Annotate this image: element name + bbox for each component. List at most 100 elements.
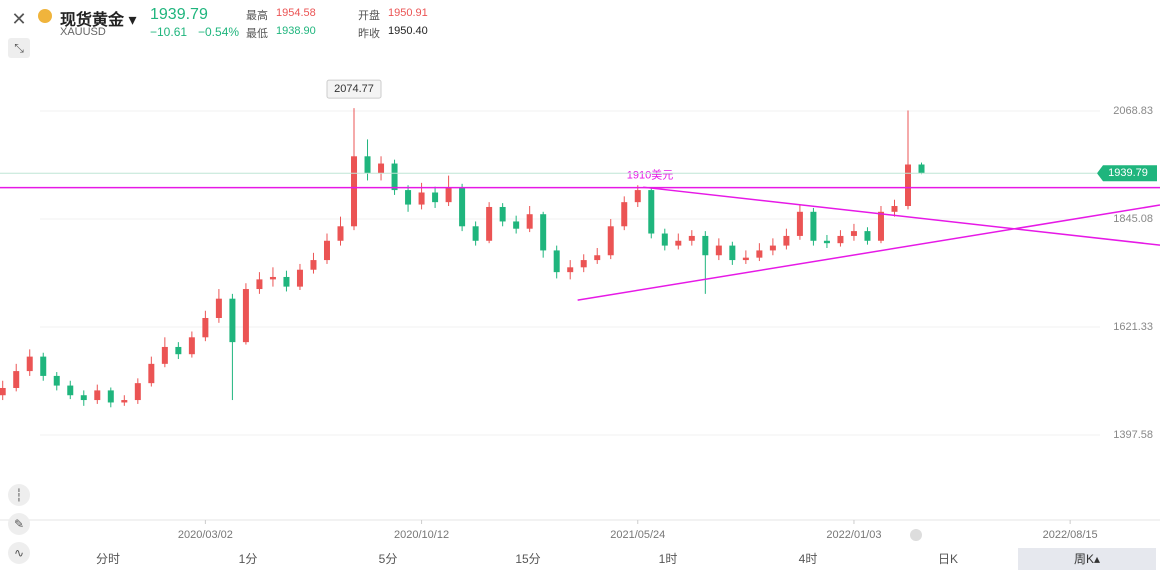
close-button[interactable]: ✕ <box>11 9 27 29</box>
candle-body <box>283 276 290 287</box>
candle-body <box>175 346 182 355</box>
price-tag-bg <box>1097 165 1157 182</box>
candle-body <box>486 206 493 241</box>
candle-body <box>202 317 209 338</box>
tab[interactable]: 分时 <box>95 552 120 566</box>
candle-body <box>67 385 74 396</box>
name: 现货黄金 <box>60 12 125 29</box>
candle-body <box>715 245 722 256</box>
candle-body <box>594 255 601 261</box>
plot-background <box>0 0 1160 545</box>
candle-body <box>405 190 412 205</box>
gold-icon <box>38 9 52 23</box>
tab[interactable]: 1分 <box>238 552 258 566</box>
candle-body <box>864 231 871 241</box>
candle-body <box>121 400 128 403</box>
tab-selected[interactable]: 周K▴ <box>1018 548 1156 570</box>
candle-body <box>188 337 195 355</box>
candle-body <box>459 187 466 227</box>
tab[interactable]: 4时 <box>798 552 818 566</box>
candle-body <box>269 276 276 280</box>
candle-body <box>688 235 695 241</box>
y-tick-label: 1621.33 <box>1113 321 1153 333</box>
candle-body <box>918 164 925 174</box>
trendline <box>643 186 1160 246</box>
y-tick-label: 2068.83 <box>1113 105 1153 117</box>
tab[interactable]: 日K <box>937 552 958 566</box>
stat-value: 1950.91 <box>388 7 428 19</box>
support-label: 1910美元 <box>627 169 673 182</box>
tab[interactable]: 15分 <box>515 552 541 566</box>
candle-body <box>783 235 790 246</box>
scroll-dot <box>910 529 922 541</box>
change: −10.61 <box>150 25 188 39</box>
indicator-tool[interactable]: ∿ <box>8 542 30 564</box>
trendline <box>577 204 1160 301</box>
stat-label: 开盘 <box>358 10 380 22</box>
candle-body <box>80 395 87 401</box>
expand-button[interactable]: ⤡ <box>8 38 30 58</box>
candle-body <box>256 279 263 290</box>
candle-body <box>891 206 898 212</box>
candle-body <box>499 206 506 222</box>
chart: 2068.83 1845.08 1621.33 1397.58 2020/03/02 20… <box>0 0 1160 545</box>
price: 1939.79 <box>150 6 208 23</box>
candle-body <box>432 192 439 203</box>
candle-body <box>364 156 371 174</box>
candle-body <box>418 192 425 205</box>
candle-body <box>94 390 101 401</box>
tab[interactable]: 1时 <box>658 552 678 566</box>
candle-body <box>553 250 560 273</box>
candle-body <box>729 245 736 261</box>
candle-body <box>769 245 776 251</box>
y-tick-label: 1845.08 <box>1113 213 1153 225</box>
candle-body <box>0 387 6 396</box>
change-pct: −0.54% <box>198 25 240 39</box>
x-tick-label: 2020/03/02 <box>178 529 233 541</box>
candle-body <box>391 163 398 191</box>
candle-body <box>296 269 303 287</box>
candle-body <box>675 240 682 246</box>
candle-body <box>310 260 317 270</box>
candle-body <box>702 235 709 256</box>
candle-body <box>756 250 763 258</box>
candle-body <box>742 257 749 261</box>
candle-body <box>351 156 358 227</box>
candle-body <box>580 260 587 268</box>
candle-body <box>161 346 168 364</box>
candle-body <box>229 298 236 343</box>
candle-body <box>323 240 330 261</box>
candle-body <box>107 390 114 403</box>
candle-body <box>513 221 520 229</box>
x-tick-label: 2022/01/03 <box>826 529 881 541</box>
y-tick-label: 1397.58 <box>1113 429 1153 441</box>
tab[interactable]: 5分 <box>378 552 398 566</box>
candle-body <box>607 226 614 256</box>
high-label: 2074.77 <box>334 83 374 95</box>
candle-body <box>134 383 141 401</box>
candle-body <box>148 363 155 384</box>
stat-value: 1938.90 <box>276 25 316 37</box>
candle-body <box>526 214 533 229</box>
candle-body <box>648 190 655 234</box>
high-label-box <box>326 79 382 99</box>
candle-body <box>823 240 830 244</box>
candle-body <box>621 202 628 227</box>
x-tick-label: 2022/08/15 <box>1043 529 1098 541</box>
candle-body <box>905 164 912 207</box>
candle-body <box>540 214 547 251</box>
candle-body <box>337 226 344 241</box>
price-tag: 1939.79 <box>1108 167 1148 179</box>
candle-body <box>877 211 884 241</box>
candle-body <box>837 235 844 244</box>
stat-value: 1954.58 <box>276 7 316 19</box>
instrument-name[interactable]: 现货黄金 ▾ <box>60 12 137 29</box>
candle-body <box>796 211 803 236</box>
draw-tool[interactable]: ✎ <box>8 513 30 535</box>
candle-body <box>378 163 385 174</box>
candle-body <box>634 190 641 203</box>
tab-label: 周K <box>1073 552 1094 566</box>
candle-tool[interactable]: ┆ <box>8 484 30 506</box>
symbol: XAUUSD <box>60 26 106 38</box>
